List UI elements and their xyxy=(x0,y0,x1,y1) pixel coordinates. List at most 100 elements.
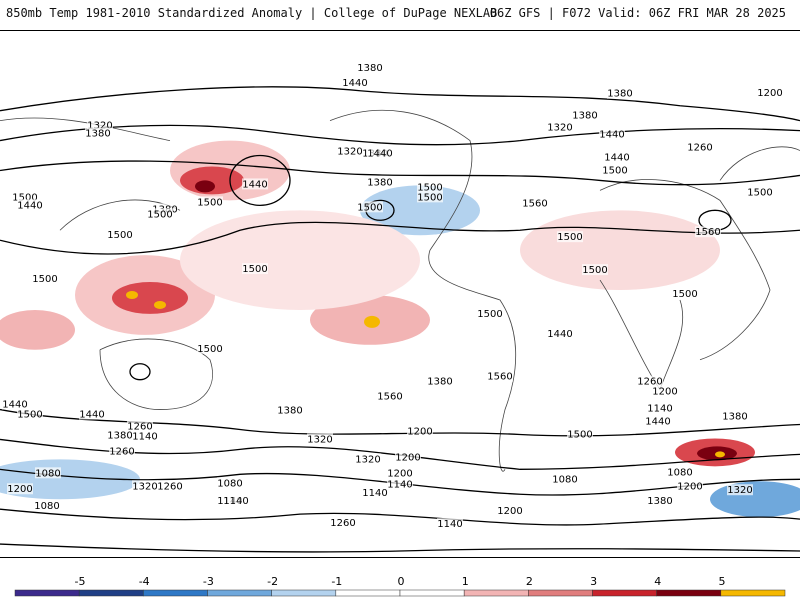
contour-label: 1380 xyxy=(572,111,597,122)
contour-label: 1500 xyxy=(582,265,607,276)
contour-label: 1140 xyxy=(223,496,248,507)
colorbar-segment xyxy=(592,589,657,597)
contour-label: 1320 xyxy=(355,454,380,465)
contour-label: 1500 xyxy=(147,209,172,220)
contour-label: 1380 xyxy=(607,89,632,100)
colorbar-tick-label: 4 xyxy=(654,575,661,588)
contour-label: 1080 xyxy=(34,501,59,512)
contour-label: 1380 xyxy=(647,496,672,507)
contour-label: 1440 xyxy=(645,417,670,428)
contour-label: 1200 xyxy=(652,387,677,398)
model-run-info: 06Z GFS | F072 Valid: 06Z FRI MAR 28 202… xyxy=(489,6,786,20)
contour-label: 1380 xyxy=(85,129,110,140)
colorbar-tick-label: -3 xyxy=(203,575,214,588)
contour-label: 1500 xyxy=(567,429,592,440)
colorbar-segment xyxy=(143,589,208,597)
contour-label: 1560 xyxy=(695,227,720,238)
contour-label: 1380 xyxy=(722,412,747,423)
contour-label: 1380 xyxy=(367,177,392,188)
colorbar: -5 -4 -3 -2 -1 0 1 2 3 4 5 xyxy=(14,575,786,597)
colorbar-tick-label: 0 xyxy=(398,575,405,588)
colorbar-segment xyxy=(399,589,465,597)
colorbar-segment xyxy=(720,589,786,597)
contour-label: 1200 xyxy=(407,426,432,437)
contour-label: 1260 xyxy=(330,518,355,529)
contour-label: 1380 xyxy=(357,63,382,74)
colorbar-segment xyxy=(271,589,337,597)
contour-label: 1080 xyxy=(217,478,242,489)
contour-label: 1260 xyxy=(157,481,182,492)
contour-label: 1500 xyxy=(197,344,222,355)
contour-label: 1560 xyxy=(522,198,547,209)
contour-label: 1200 xyxy=(7,484,32,495)
contour-label: 1260 xyxy=(127,422,152,433)
contour-label: 1080 xyxy=(552,474,577,485)
colorbar-segment xyxy=(528,589,593,597)
contour-label: 1320 xyxy=(132,481,157,492)
contour-label: 1200 xyxy=(497,506,522,517)
colorbar-tick-label: -1 xyxy=(331,575,342,588)
colorbar-tick-label: -2 xyxy=(267,575,278,588)
temperature-anomaly-shading xyxy=(0,140,800,518)
contour-label: 1080 xyxy=(35,468,60,479)
contour-label: 1260 xyxy=(109,446,134,457)
contour-label: 1260 xyxy=(687,143,712,154)
contour-label: 1440 xyxy=(79,410,104,421)
contour-label: 1500 xyxy=(672,289,697,300)
contour-label: 1440 xyxy=(2,400,27,411)
colorbar-tick-label: 2 xyxy=(526,575,533,588)
contour-label: 1500 xyxy=(107,230,132,241)
contour-label: 1320 xyxy=(307,434,332,445)
contour-label: 1560 xyxy=(377,392,402,403)
contour-label: 1500 xyxy=(17,410,42,421)
contour-label: 1140 xyxy=(387,479,412,490)
contour-label: 1140 xyxy=(437,519,462,530)
contour-label: 1080 xyxy=(667,467,692,478)
contour-label: 1200 xyxy=(395,452,420,463)
contour-label: 1500 xyxy=(197,197,222,208)
colorbar-tick-label: -5 xyxy=(75,575,86,588)
contour-label: 1200 xyxy=(677,481,702,492)
contour-label: 1440 xyxy=(599,130,624,141)
contour-label: 1500 xyxy=(417,192,442,203)
contour-label: 1440 xyxy=(242,179,267,190)
colorbar-tick-label: -4 xyxy=(139,575,150,588)
contour-label: 1500 xyxy=(242,264,267,275)
colorbar-tick-label: 3 xyxy=(590,575,597,588)
contour-label: 1260 xyxy=(637,377,662,388)
contour-label: 1140 xyxy=(362,488,387,499)
contour-label: 1500 xyxy=(747,187,772,198)
colorbar-segment xyxy=(656,589,722,597)
colorbar-segment xyxy=(335,589,401,597)
contour-label: 1380 xyxy=(277,406,302,417)
contour-label: 1320 xyxy=(727,485,752,496)
contour-label: 1440 xyxy=(604,153,629,164)
contour-label: 1200 xyxy=(0,30,13,34)
colorbar-segment xyxy=(78,589,144,597)
contour-label: 1140 xyxy=(647,404,672,415)
contour-label: 1200 xyxy=(387,468,412,479)
colorbar-segment xyxy=(14,589,80,597)
contour-label: 1380 xyxy=(427,377,452,388)
colorbar-segment xyxy=(463,589,529,597)
contour-label: 1560 xyxy=(487,372,512,383)
contour-label: 1440 xyxy=(367,149,392,160)
contour-label: 1140 xyxy=(132,431,157,442)
contour-label: 1380 xyxy=(107,430,132,441)
contour-label: 1320 xyxy=(337,147,362,158)
contour-label: 1500 xyxy=(357,202,382,213)
height-contours xyxy=(0,86,800,553)
contour-label: 1500 xyxy=(417,182,442,193)
colorbar-tick-label: 1 xyxy=(462,575,469,588)
colorbar-segment xyxy=(207,589,272,597)
contour-label: 1500 xyxy=(602,165,627,176)
contour-label: 1440 xyxy=(547,329,572,340)
contour-label: 1200 xyxy=(757,88,782,99)
contour-label: 1320 xyxy=(87,121,112,132)
colorbar-tick-label: 5 xyxy=(719,575,726,588)
contour-label: 1500 xyxy=(12,192,37,203)
contour-label: 1500 xyxy=(477,309,502,320)
map-title: 850mb Temp 1981-2010 Standardized Anomal… xyxy=(6,6,498,20)
